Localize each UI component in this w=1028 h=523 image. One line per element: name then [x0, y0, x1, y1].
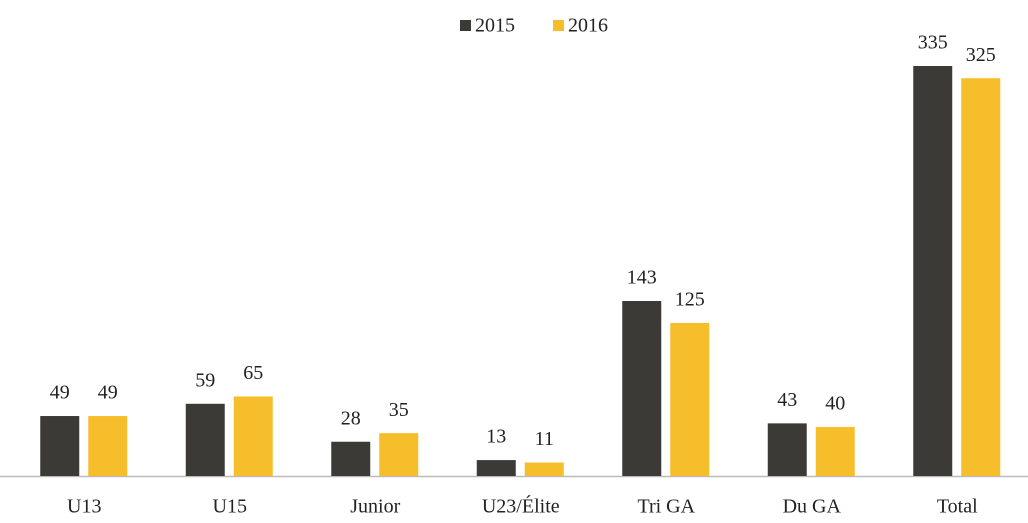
bar — [185, 403, 225, 476]
x-tick-label: U13 — [67, 496, 101, 518]
value-label: 335 — [918, 32, 948, 54]
bar — [913, 66, 953, 476]
legend-swatch — [460, 20, 471, 31]
bar — [331, 441, 371, 476]
value-label: 11 — [535, 428, 554, 450]
value-label: 35 — [389, 399, 409, 421]
x-tick-label: Total — [937, 496, 978, 518]
bar — [379, 433, 419, 476]
value-label: 28 — [341, 407, 361, 429]
value-label: 325 — [966, 44, 996, 66]
x-tick-label: Du GA — [783, 496, 842, 518]
value-label: 125 — [675, 289, 705, 311]
legend-swatch — [553, 20, 564, 31]
bar — [40, 416, 80, 476]
bar — [233, 396, 273, 476]
value-label: 49 — [98, 382, 118, 404]
bar — [767, 423, 807, 476]
value-label: 43 — [777, 389, 797, 411]
legend-label: 2015 — [475, 15, 515, 37]
bar — [476, 460, 516, 476]
x-tick-label: U23/Élite — [482, 495, 560, 518]
legend-label: 2016 — [568, 15, 608, 37]
bar — [88, 416, 128, 476]
x-tick-label: Junior — [350, 496, 400, 518]
value-label: 13 — [486, 426, 506, 448]
bar — [524, 462, 564, 476]
value-label: 40 — [825, 393, 845, 415]
value-label: 49 — [50, 382, 70, 404]
x-tick-label: U15 — [213, 496, 247, 518]
value-label: 65 — [243, 362, 263, 384]
x-tick-label: Tri GA — [637, 496, 695, 518]
bar — [622, 300, 662, 476]
bar — [815, 427, 855, 476]
bar — [961, 78, 1001, 477]
value-label: 143 — [627, 267, 657, 289]
value-label: 59 — [195, 369, 215, 391]
bar — [670, 323, 710, 476]
